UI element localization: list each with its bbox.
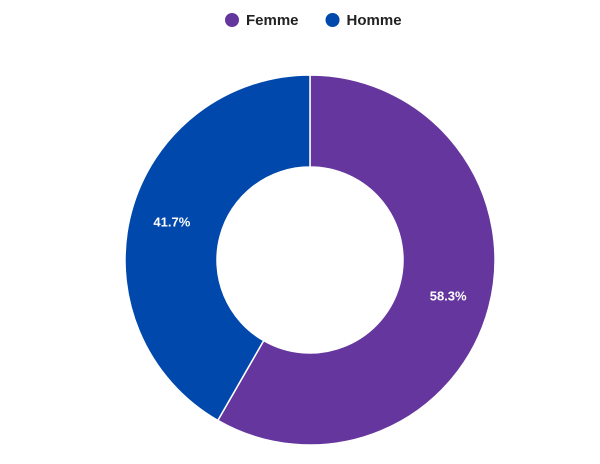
- slice: [124, 74, 311, 422]
- data-label: 41.7%: [153, 215, 190, 230]
- slice: [216, 74, 496, 446]
- legend-marker: [325, 13, 340, 27]
- data-label: 58.3%: [430, 288, 467, 303]
- legend-label: Femme: [246, 12, 299, 29]
- legend-marker: [225, 13, 239, 27]
- legend-label: Homme: [347, 12, 402, 29]
